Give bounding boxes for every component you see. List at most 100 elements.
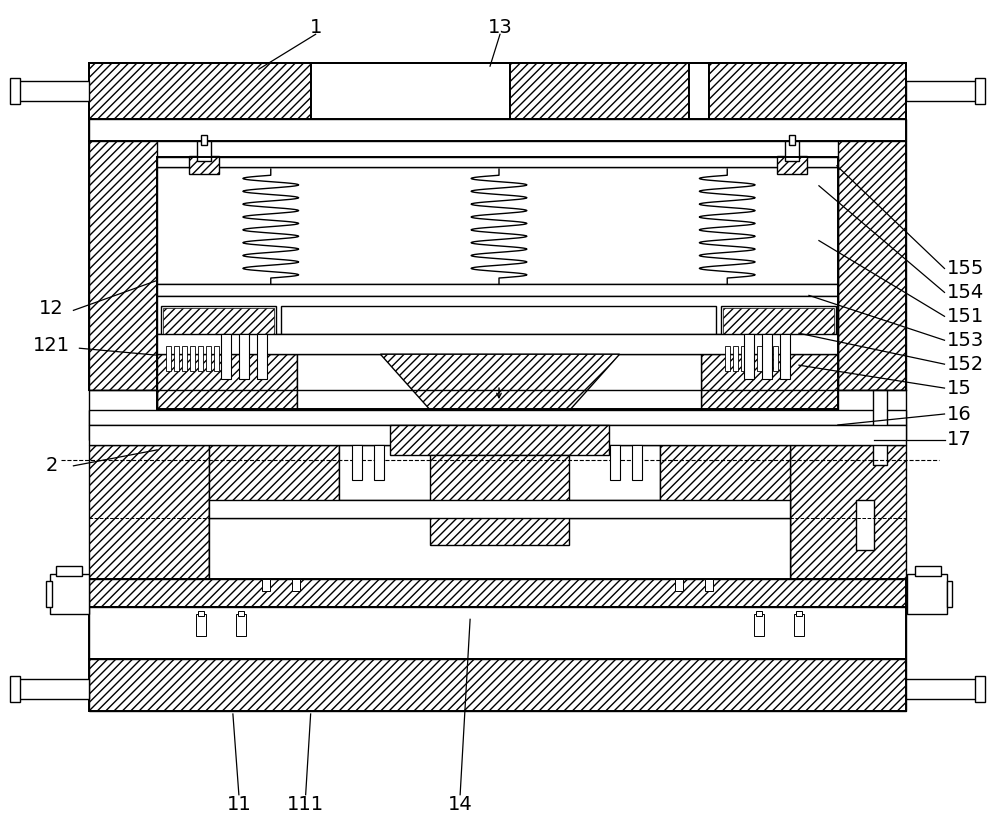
Bar <box>166 346 171 371</box>
Bar <box>281 306 716 334</box>
Bar <box>50 574 89 614</box>
Bar <box>374 445 384 480</box>
Bar <box>174 346 179 371</box>
Bar <box>56 567 82 577</box>
Bar <box>209 445 339 584</box>
Bar <box>89 425 906 445</box>
Text: 121: 121 <box>33 335 70 354</box>
Bar <box>206 346 211 371</box>
Bar <box>89 119 906 141</box>
Bar <box>725 346 730 371</box>
Bar <box>741 346 746 371</box>
Bar <box>510 63 689 119</box>
Bar <box>262 579 270 592</box>
Bar <box>89 608 906 659</box>
Text: 154: 154 <box>947 283 984 302</box>
Bar <box>161 306 276 349</box>
Bar <box>947 582 952 608</box>
Text: 15: 15 <box>947 378 971 398</box>
Text: 16: 16 <box>947 404 971 423</box>
Bar <box>610 445 620 480</box>
Bar <box>238 612 244 617</box>
Bar <box>157 334 838 354</box>
Bar <box>757 346 762 371</box>
Bar <box>89 659 906 711</box>
Text: 14: 14 <box>448 795 473 814</box>
Bar <box>257 334 267 379</box>
Bar <box>89 63 311 119</box>
Bar <box>709 63 906 119</box>
Bar <box>873 390 887 465</box>
Bar <box>10 78 20 104</box>
Bar <box>756 612 762 617</box>
Polygon shape <box>380 354 620 410</box>
Bar <box>89 608 906 659</box>
Bar <box>157 167 838 285</box>
Bar <box>789 135 795 145</box>
Bar <box>10 676 20 702</box>
Text: 1: 1 <box>309 17 322 37</box>
Bar <box>975 78 985 104</box>
Bar <box>201 135 207 145</box>
Bar <box>157 296 838 334</box>
Bar <box>675 579 683 592</box>
Bar <box>190 346 195 371</box>
Bar <box>239 334 249 379</box>
Bar <box>744 334 754 379</box>
Text: 153: 153 <box>947 330 984 349</box>
Bar <box>157 157 838 409</box>
Bar <box>209 500 790 518</box>
Bar <box>906 81 978 101</box>
Bar <box>907 574 947 614</box>
Bar <box>749 346 754 371</box>
Bar <box>236 614 246 637</box>
Bar <box>721 306 836 349</box>
Bar <box>796 612 802 617</box>
Bar <box>89 410 906 425</box>
Text: 152: 152 <box>947 354 984 374</box>
Bar <box>838 390 906 440</box>
Bar <box>777 156 807 173</box>
Bar <box>915 567 941 577</box>
Bar <box>221 334 231 379</box>
Bar <box>17 81 89 101</box>
Text: 2: 2 <box>45 457 58 476</box>
Bar <box>89 659 906 711</box>
Bar <box>723 309 834 346</box>
Bar <box>765 346 770 371</box>
Bar <box>89 141 157 390</box>
Bar <box>189 156 219 173</box>
Text: 13: 13 <box>488 17 512 37</box>
Bar <box>838 141 906 390</box>
Bar <box>89 445 209 584</box>
Bar <box>292 579 300 592</box>
Text: 12: 12 <box>39 299 64 318</box>
Bar <box>157 354 297 409</box>
Text: 17: 17 <box>947 431 971 449</box>
Bar <box>89 63 906 141</box>
Bar <box>157 157 838 167</box>
Bar <box>785 141 799 161</box>
Bar <box>182 346 187 371</box>
Bar <box>701 354 838 409</box>
Bar <box>773 346 778 371</box>
Bar <box>906 679 978 699</box>
Bar <box>632 445 642 480</box>
Bar <box>89 390 157 440</box>
Bar <box>780 334 790 379</box>
Bar <box>297 354 701 409</box>
Bar <box>762 334 772 379</box>
Text: 11: 11 <box>227 795 251 814</box>
Bar <box>311 63 510 119</box>
Text: 111: 111 <box>287 795 324 814</box>
Bar <box>339 445 660 500</box>
Bar <box>790 445 906 584</box>
Bar <box>975 676 985 702</box>
Bar <box>754 614 764 637</box>
Bar <box>430 455 569 544</box>
Bar <box>689 63 709 119</box>
Bar <box>17 679 89 699</box>
Bar <box>89 579 906 608</box>
Bar <box>46 582 52 608</box>
Bar <box>198 346 203 371</box>
